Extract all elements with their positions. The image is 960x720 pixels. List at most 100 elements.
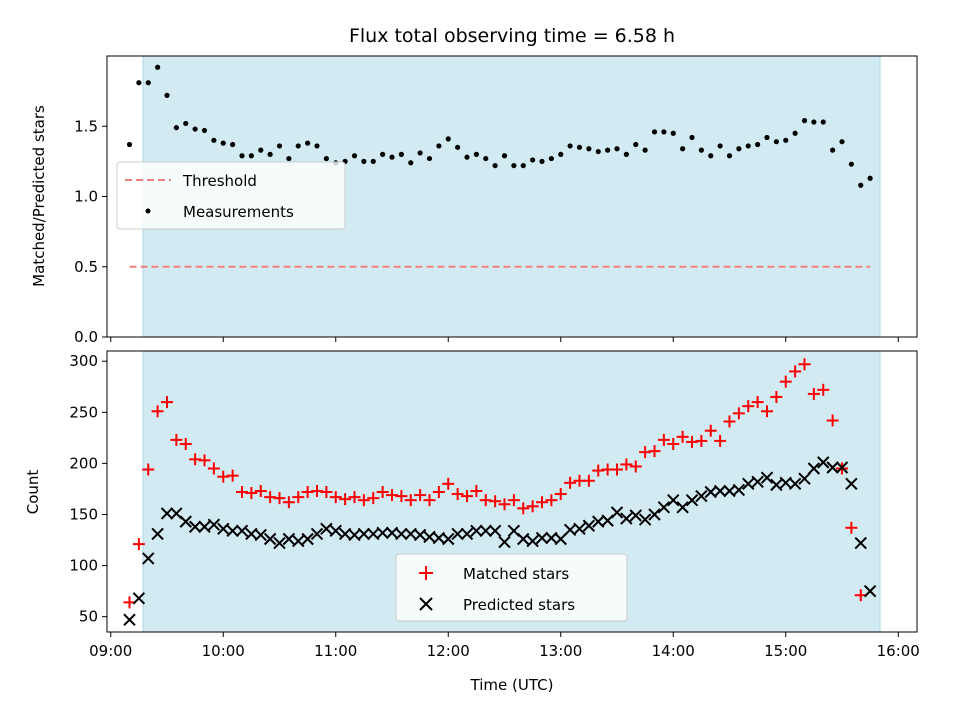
predicted-point — [460, 527, 474, 541]
matched-point — [582, 474, 595, 487]
measurement-point — [230, 141, 236, 148]
matched-point — [461, 490, 473, 503]
matched-point — [226, 469, 239, 482]
measurement-point — [220, 140, 226, 146]
matched-point — [320, 486, 333, 499]
x-tick-label-1: 10:00 — [202, 642, 245, 660]
measurement-point — [483, 155, 489, 162]
matched-point — [245, 487, 258, 500]
matched-point — [507, 494, 520, 507]
measurement-point — [258, 147, 264, 153]
measurement-point — [745, 143, 751, 149]
top-y-tick-label-2: 1.0 — [74, 188, 98, 206]
matched-point — [807, 387, 820, 400]
measurement-point — [642, 147, 648, 153]
measurement-point — [164, 92, 170, 98]
measurement-point — [455, 144, 461, 150]
top-y-axis: 0.0 0.5 1.0 1.5 — [74, 117, 107, 346]
measurement-point — [211, 137, 217, 143]
predicted-point — [217, 522, 230, 536]
bottom-plot-frame — [106, 350, 918, 633]
matched-point — [217, 470, 230, 483]
matched-point — [629, 460, 642, 473]
predicted-point — [751, 475, 764, 488]
predicted-point — [142, 552, 155, 565]
predicted-point — [310, 527, 324, 541]
matched-point — [311, 484, 323, 497]
predicted-point — [826, 461, 839, 474]
measurement-point — [614, 146, 620, 152]
measurement-point — [267, 151, 273, 157]
matched-point — [592, 464, 605, 477]
measurement-point — [633, 141, 639, 148]
matched-point — [704, 424, 717, 437]
measurement-point — [295, 143, 301, 149]
measurements-legend-swatch — [145, 208, 151, 214]
bottom-y-axis: 50 100 150 200 250 300 — [69, 352, 107, 626]
matched-point — [498, 498, 511, 511]
measurement-point — [520, 162, 526, 169]
matched-point — [357, 494, 370, 507]
bottom-y-tick-label-5: 300 — [69, 352, 98, 370]
matched-point — [348, 491, 361, 504]
measurement-point — [276, 143, 283, 149]
predicted-point — [629, 509, 642, 522]
matched-point — [386, 489, 398, 502]
measurement-point — [155, 64, 161, 70]
measurement-point — [651, 129, 658, 135]
matched-point — [798, 358, 811, 371]
x-tick-label-7: 16:00 — [877, 642, 920, 660]
predicted-point — [713, 484, 727, 498]
bottom-legend-box — [395, 553, 628, 622]
matched-point — [667, 437, 680, 450]
measurements-legend-label: Measurements — [183, 203, 294, 221]
bottom-y-tick-label-1: 100 — [69, 557, 98, 575]
predicted-point — [226, 524, 239, 538]
matched-point — [367, 492, 380, 505]
measurement-point — [811, 119, 817, 125]
measurement-point — [764, 134, 770, 141]
predicted-point — [667, 493, 680, 507]
matched-point — [714, 434, 727, 447]
matched-point — [789, 365, 802, 378]
matched-point — [732, 407, 745, 420]
matched-point — [620, 458, 633, 471]
predicted-point — [123, 613, 136, 626]
measurement-point — [511, 162, 517, 169]
matched-point — [404, 494, 417, 507]
matched-point — [826, 414, 839, 427]
matched-point — [536, 496, 548, 509]
matched-point — [161, 396, 173, 409]
matched-point — [339, 493, 352, 506]
predicted-point — [160, 507, 174, 520]
measurement-point — [558, 151, 564, 157]
measurement-point — [239, 153, 245, 159]
matched-point — [639, 446, 652, 459]
bottom-legend: Matched stars Predicted stars — [395, 553, 628, 622]
predicted-point — [620, 512, 633, 525]
predicted-point — [526, 534, 539, 548]
measurement-point — [539, 158, 545, 164]
predicted-point — [742, 477, 755, 491]
measurement-point — [445, 136, 451, 142]
x-tick-label-2: 11:00 — [314, 642, 357, 660]
matched-point — [817, 383, 830, 396]
measurement-point — [670, 130, 676, 136]
top-y-axis-label: Matched/Predicted stars — [30, 105, 48, 287]
matched-point — [526, 500, 539, 513]
measurement-point — [680, 146, 686, 152]
bottom-panel: 50 100 150 200 250 300 09:00 10:00 11:00 12:00 13… — [24, 350, 920, 694]
predicted-point — [320, 522, 333, 536]
matched-point — [845, 521, 858, 534]
matched-point — [742, 400, 755, 413]
matched-point — [479, 494, 492, 507]
measurement-point — [792, 130, 798, 136]
measurement-point — [408, 160, 414, 166]
measurement-point — [858, 182, 864, 188]
measurement-point — [595, 148, 601, 155]
measurement-point — [726, 153, 733, 159]
measurement-point — [398, 151, 404, 157]
measurement-point — [248, 153, 254, 159]
measurement-point — [126, 141, 133, 148]
